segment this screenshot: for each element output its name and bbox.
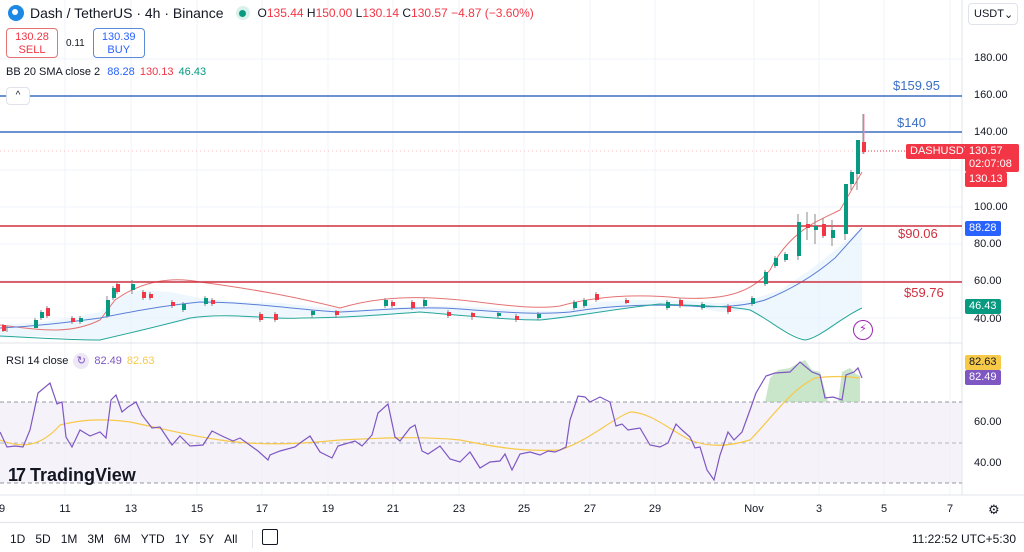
lightning-icon[interactable]: ⚡ xyxy=(853,320,873,340)
range-all[interactable]: All xyxy=(224,532,238,546)
rsi-ma-tag: 82.63 xyxy=(965,355,1001,370)
price-tick: 40.00 xyxy=(974,313,1002,325)
ohlc-values: O135.44 H150.00 L130.14 C130.57 −4.87 (−… xyxy=(257,6,534,20)
range-1d[interactable]: 1D xyxy=(10,532,26,546)
trade-panel: 130.28 SELL 0.11 130.39 BUY xyxy=(6,28,145,58)
time-tick: 5 xyxy=(880,503,888,515)
goto-date-calendar-icon[interactable] xyxy=(262,529,278,545)
time-tick: 17 xyxy=(255,503,269,515)
time-tick: 13 xyxy=(124,503,138,515)
range-6m[interactable]: 6M xyxy=(114,532,131,546)
level-label-59: $59.76 xyxy=(904,285,944,300)
divider xyxy=(252,530,253,548)
time-tick: 27 xyxy=(583,503,597,515)
time-tick: 11 xyxy=(59,503,71,515)
price-tick: 160.00 xyxy=(974,89,1008,101)
range-1m[interactable]: 1M xyxy=(60,532,78,546)
level-label-140: $140 xyxy=(897,115,926,130)
time-tick: 23 xyxy=(452,503,466,515)
range-5d[interactable]: 5D xyxy=(35,532,51,546)
bb-upper-tag: 130.13 xyxy=(965,172,1007,187)
chevron-down-icon: ⌄ xyxy=(1003,9,1014,21)
range-5y[interactable]: 5Y xyxy=(199,532,215,546)
time-tick: 29 xyxy=(648,503,662,515)
time-tick: 19 xyxy=(321,503,335,515)
price-tick: 180.00 xyxy=(974,52,1008,64)
price-tick: 100.00 xyxy=(974,201,1008,213)
bb-basis-tag: 88.28 xyxy=(965,221,1001,236)
time-tick: 9 xyxy=(0,503,6,515)
time-tick: 7 xyxy=(946,503,954,515)
time-tick: 3 xyxy=(815,503,823,515)
sell-button[interactable]: 130.28 SELL xyxy=(6,28,58,58)
price-tick: 80.00 xyxy=(974,238,1002,250)
candles xyxy=(2,114,866,332)
time-tick: Nov xyxy=(744,503,764,515)
currency-select[interactable]: USDT ⌄ xyxy=(968,3,1018,25)
range-1y[interactable]: 1Y xyxy=(174,532,190,546)
rsi-legend[interactable]: RSI 14 close ↻ 82.49 82.63 xyxy=(6,353,155,369)
price-tick: 140.00 xyxy=(974,126,1008,138)
dash-coin-icon xyxy=(8,5,24,21)
clock-timezone[interactable]: 11:22:52 UTC+5:30 xyxy=(911,532,1016,546)
collapse-legend-button[interactable]: ^ xyxy=(6,87,30,105)
symbol-title[interactable]: Dash / TetherUS · 4h · Binance xyxy=(30,5,224,21)
range-buttons: 1D 5D 1M 3M 6M YTD 1Y 5Y All xyxy=(10,532,237,546)
rsi-tick: 60.00 xyxy=(974,416,1002,428)
price-tick: 60.00 xyxy=(974,275,1002,287)
symbol-header: Dash / TetherUS · 4h · Binance O135.44 H… xyxy=(8,5,534,21)
time-tick: 21 xyxy=(386,503,400,515)
bottom-toolbar: 1D 5D 1M 3M 6M YTD 1Y 5Y All 11:22:52 UT… xyxy=(0,522,1024,552)
rsi-tag: 82.49 xyxy=(965,370,1001,385)
settings-gear-icon[interactable]: ⚙ xyxy=(988,502,1000,517)
spread-value: 0.11 xyxy=(66,37,85,49)
symbol-tag: DASHUSDT xyxy=(906,144,975,159)
range-ytd[interactable]: YTD xyxy=(140,532,165,546)
tradingview-watermark: 17 TradingView xyxy=(8,465,136,485)
rsi-tick: 40.00 xyxy=(974,457,1002,469)
level-label-90: $90.06 xyxy=(898,226,938,241)
bb-lower-tag: 46.43 xyxy=(965,299,1001,314)
time-tick: 25 xyxy=(517,503,531,515)
buy-button[interactable]: 130.39 BUY xyxy=(92,28,145,58)
tradingview-logo-icon: 17 xyxy=(8,465,26,485)
range-3m[interactable]: 3M xyxy=(87,532,105,546)
market-open-indicator[interactable] xyxy=(235,6,250,20)
level-label-159: $159.95 xyxy=(893,78,940,93)
bb-legend[interactable]: BB 20 SMA close 2 88.28 130.13 46.43 xyxy=(6,66,207,78)
time-tick: 15 xyxy=(190,503,204,515)
last-price-tag: 130.57 02:07:08 xyxy=(965,144,1019,172)
refresh-icon[interactable]: ↻ xyxy=(73,353,90,369)
